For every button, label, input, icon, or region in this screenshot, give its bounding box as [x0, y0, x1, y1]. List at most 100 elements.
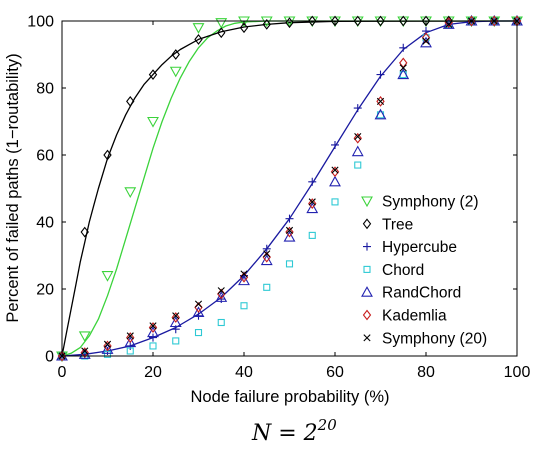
point-symphony-20 [331, 166, 339, 174]
point-tree [399, 15, 408, 27]
point-chord [285, 260, 294, 268]
point-symphony-2 [169, 66, 182, 78]
point-randchord [192, 306, 205, 318]
point-symphony-20 [103, 340, 112, 348]
point-symphony-20 [399, 64, 407, 72]
point-randchord [124, 336, 137, 348]
point-symphony-2 [192, 23, 205, 34]
legend-marker-randchord [361, 286, 373, 297]
x-tick-label: 80 [417, 364, 435, 381]
point-symphony-20 [376, 97, 385, 105]
plot-frame [61, 20, 518, 357]
point-kademlia [103, 340, 112, 352]
point-kademlia [80, 347, 89, 359]
point-chord [217, 318, 225, 327]
point-symphony-20 [354, 132, 362, 141]
point-tree [217, 27, 226, 39]
point-symphony-20 [194, 300, 203, 308]
legend: Symphony (2) Tree Hypercube Chord RandChord K… [361, 194, 487, 347]
legend-marker-kademlia [362, 309, 372, 321]
point-randchord [329, 175, 341, 187]
point-tree [308, 15, 317, 27]
y-tick-label: 40 [36, 215, 54, 232]
point-kademlia [57, 350, 67, 362]
point-chord [354, 161, 362, 169]
point-tree [171, 49, 180, 60]
point-tree [330, 15, 340, 27]
point-kademlia [308, 198, 317, 209]
x-tick-label: 100 [504, 364, 531, 381]
curve-hypercube [61, 20, 517, 357]
point-randchord [238, 274, 250, 286]
point-randchord [169, 316, 182, 328]
point-kademlia [285, 226, 294, 238]
x-tick-label: 20 [144, 364, 162, 381]
point-symphony-20 [149, 322, 157, 330]
y-tick-label: 100 [27, 14, 54, 31]
point-tree [376, 15, 385, 27]
point-kademlia [421, 32, 431, 44]
point-symphony-20 [81, 347, 89, 355]
point-tree [148, 69, 158, 80]
point-hypercube [331, 140, 339, 149]
point-kademlia [330, 166, 340, 178]
point-tree [353, 15, 362, 27]
n-caption: N = 220 [251, 416, 337, 446]
curve-tree [61, 20, 518, 357]
point-hypercube [194, 311, 203, 320]
point-randchord [420, 36, 432, 48]
point-kademlia [171, 312, 180, 323]
point-randchord [101, 343, 114, 354]
legend-marker-symphony-2 [361, 196, 373, 208]
x-tick-label: 0 [58, 364, 67, 381]
y-tick-label: 60 [36, 148, 54, 165]
point-randchord [351, 145, 364, 157]
legend-label-randchord: RandChord [382, 285, 461, 302]
legend-label-kademlia: Kademlia [382, 308, 447, 325]
point-hypercube [126, 341, 135, 350]
legend-marker-tree [362, 218, 372, 230]
legend-marker-chord [363, 265, 371, 273]
point-symphony-20 [422, 37, 430, 45]
fit-curves [61, 20, 518, 357]
point-hypercube [262, 244, 271, 253]
point-tree [80, 226, 89, 238]
point-chord [149, 342, 157, 350]
point-symphony-2 [101, 271, 114, 282]
point-kademlia [490, 15, 499, 27]
point-randchord [374, 108, 387, 120]
axis-ticks: 0 20 40 60 80 100 0 20 40 60 80 100 [27, 14, 530, 382]
point-chord [331, 198, 339, 206]
y-axis-label: Percent of failed paths (1−routability) [4, 53, 22, 322]
y-tick-label: 80 [36, 81, 54, 98]
legend-label-symphony-20: Symphony (20) [382, 330, 487, 347]
point-hypercube [285, 214, 294, 223]
point-randchord [283, 230, 296, 242]
x-tick-label: 40 [235, 364, 253, 381]
point-chord [308, 231, 316, 239]
point-kademlia [126, 332, 135, 343]
point-symphony-20 [445, 20, 453, 28]
point-symphony-20 [172, 312, 180, 320]
y-tick-label: 20 [36, 282, 54, 299]
point-randchord [306, 202, 319, 214]
legend-label-tree: Tree [382, 216, 413, 233]
point-tree [262, 18, 271, 30]
point-symphony-2 [78, 331, 91, 343]
point-symphony-20 [240, 270, 248, 278]
point-kademlia [376, 96, 385, 107]
legend-marker-symphony-20 [363, 334, 371, 342]
point-tree [126, 96, 135, 107]
caption-exponent: 20 [317, 416, 338, 434]
point-randchord [260, 254, 273, 266]
point-kademlia [353, 132, 362, 144]
legend-label-hypercube: Hypercube [382, 239, 457, 256]
point-chord [194, 328, 203, 337]
point-kademlia [467, 15, 476, 27]
point-hypercube [353, 104, 362, 113]
y-tick-label: 0 [45, 349, 54, 366]
point-symphony-20 [263, 250, 271, 258]
point-hypercube [149, 333, 157, 342]
point-hypercube [376, 70, 385, 79]
